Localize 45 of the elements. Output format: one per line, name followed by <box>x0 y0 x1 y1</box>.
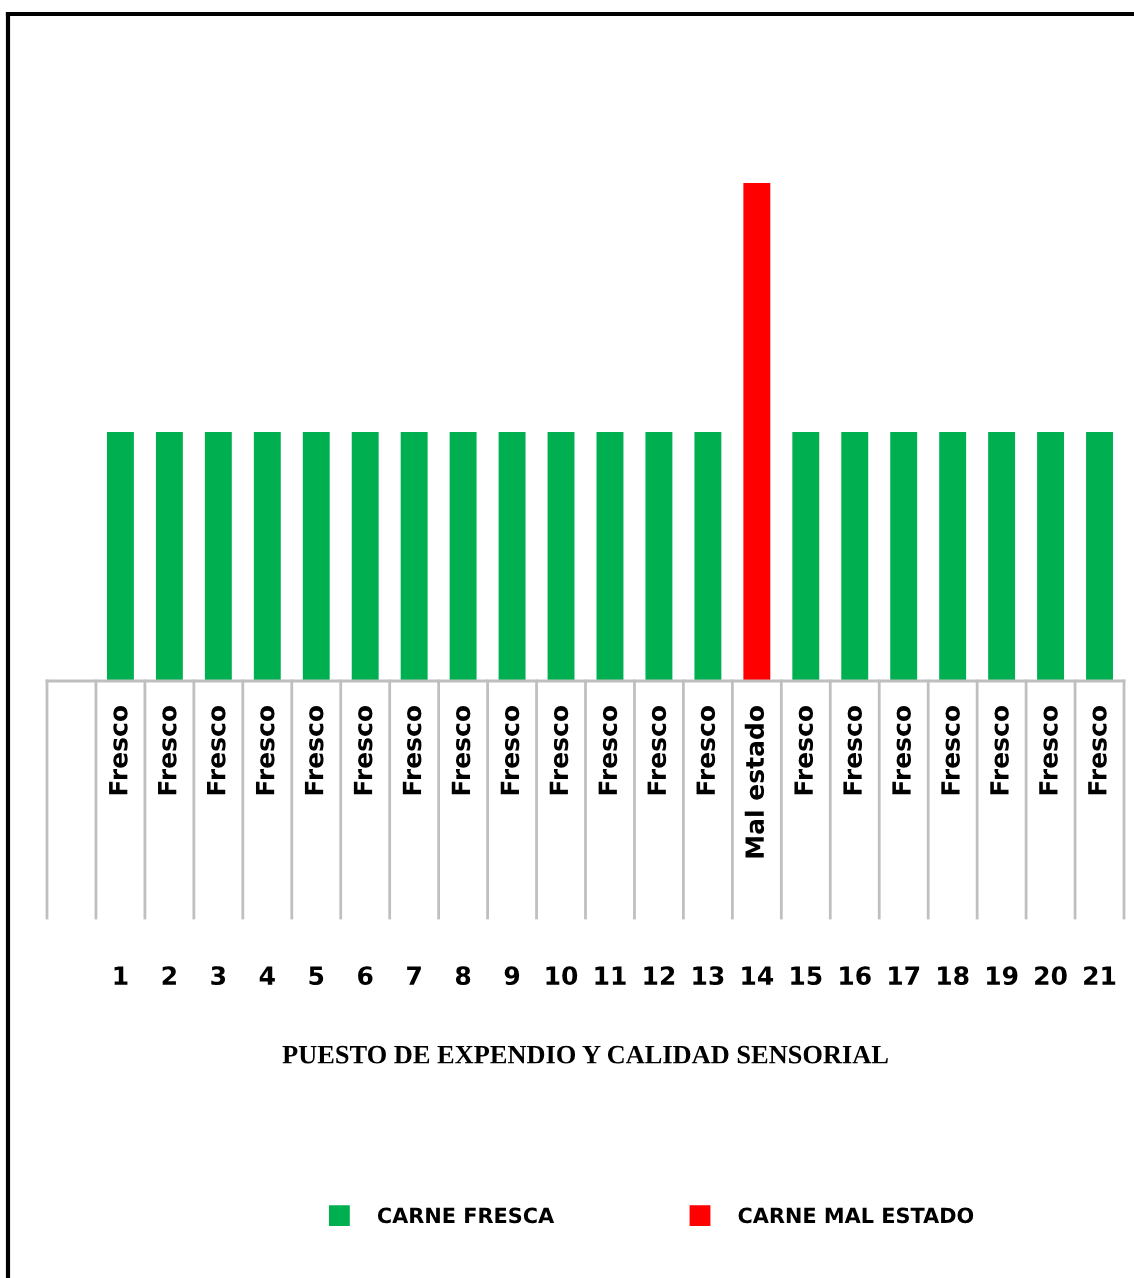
text: Fresco <box>549 706 569 795</box>
text: Fresco <box>207 706 226 795</box>
x-tick-label: 2 <box>162 966 176 985</box>
legend-label: CARNE FRESCA <box>377 1207 555 1224</box>
text: Fresco <box>1039 706 1058 795</box>
x-tick-label: 12 <box>644 966 675 985</box>
x-tick-label: 14 <box>742 966 774 985</box>
x-tick-label: 13 <box>693 966 724 986</box>
x-tick-label: 4 <box>259 966 275 985</box>
text: Mal estado <box>744 706 765 858</box>
x-tick-label: 3 <box>211 966 226 986</box>
x-tick-label: 20 <box>1035 966 1067 986</box>
text: Fresco <box>304 706 324 795</box>
text: Fresco <box>647 706 667 795</box>
text: Fresco <box>598 706 618 795</box>
x-axis-title: PUESTO DE EXPENDIO Y CALIDAD SENSORIAL <box>282 1045 888 1064</box>
text: Fresco <box>353 706 373 795</box>
text: Fresco <box>990 706 1009 795</box>
text: Fresco <box>696 706 716 795</box>
x-tick-label: 10 <box>546 966 578 986</box>
text: Fresco <box>794 706 814 795</box>
text: Fresco <box>500 706 520 795</box>
x-tick-label: 18 <box>938 966 969 986</box>
x-tick-label: 5 <box>309 966 324 986</box>
text: Fresco <box>451 706 471 795</box>
x-tick-label: 15 <box>791 966 822 986</box>
x-tick-label: 1 <box>114 966 128 985</box>
text: Fresco <box>109 706 128 795</box>
x-tick-label: 16 <box>840 966 871 986</box>
x-tick-label: 17 <box>889 966 920 985</box>
x-tick-label: 11 <box>595 966 626 985</box>
text: Fresco <box>1088 706 1107 795</box>
x-tick-label: 19 <box>987 966 1018 986</box>
text: Fresco <box>941 706 960 795</box>
legend-label: CARNE MAL ESTADO <box>738 1207 974 1224</box>
x-tick-label: 7 <box>407 966 421 985</box>
x-tick-label: 21 <box>1084 966 1116 985</box>
x-tick-label: 9 <box>504 966 520 986</box>
x-tick-label: 6 <box>358 966 373 986</box>
text: Fresco <box>255 706 275 795</box>
text: Fresco <box>158 706 177 795</box>
text: Fresco <box>892 706 911 795</box>
text: Fresco <box>402 706 422 795</box>
text: Fresco <box>843 706 862 795</box>
x-tick-label: 8 <box>455 966 471 986</box>
